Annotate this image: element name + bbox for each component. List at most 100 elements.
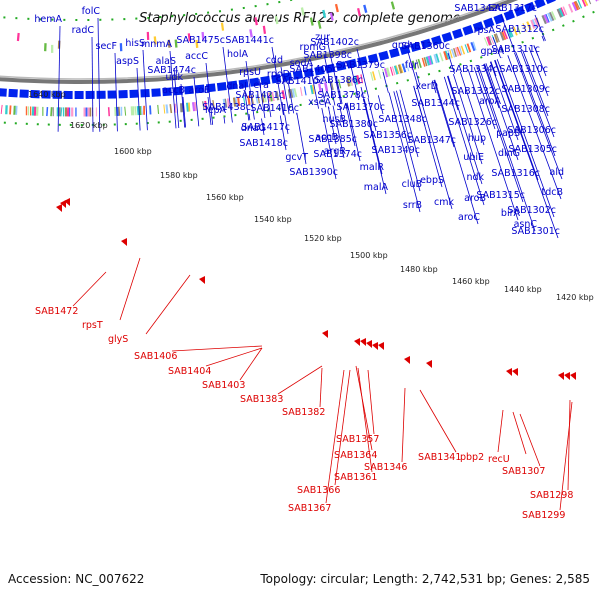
reverse-gene-label: SAB1367 bbox=[288, 503, 331, 514]
forward-gene-label: ebpS bbox=[420, 175, 444, 186]
reverse-label-leader bbox=[171, 345, 263, 352]
forward-gene-label: SAB1386c bbox=[314, 75, 363, 86]
forward-label-leader bbox=[223, 116, 226, 124]
reverse-gene-label: SAB1364 bbox=[334, 450, 377, 461]
forward-gene-label: rpoD bbox=[267, 69, 290, 80]
cog-segment bbox=[543, 14, 550, 24]
forward-gene-label: lepA bbox=[205, 105, 227, 116]
forward-label-leader bbox=[496, 59, 555, 218]
forward-label-leader bbox=[494, 60, 559, 239]
cog-segment bbox=[503, 30, 509, 40]
forward-label-leader bbox=[346, 102, 361, 162]
forward-gene-label: srrB bbox=[403, 200, 422, 211]
reverse-label-leader bbox=[119, 257, 141, 321]
forward-gene-label: SAB1360c bbox=[401, 41, 450, 52]
reverse-label-leader bbox=[239, 347, 263, 381]
cog-segment bbox=[439, 52, 444, 62]
reverse-gene-label: recU bbox=[488, 454, 510, 465]
cog-segment bbox=[533, 18, 540, 28]
forward-label-leader bbox=[514, 52, 563, 180]
reverse-feature bbox=[322, 9, 327, 19]
forward-gene-label: SAB1417c bbox=[241, 122, 290, 133]
reverse-label-leader bbox=[401, 387, 406, 463]
reverse-label-leader bbox=[277, 365, 323, 395]
forward-gene-label: SAB1311c bbox=[491, 44, 540, 55]
forward-gene-label: aroB bbox=[464, 193, 486, 204]
reverse-gene-label: SAB1383 bbox=[240, 394, 283, 405]
reverse-label-leader bbox=[325, 369, 345, 504]
forward-label-leader bbox=[388, 92, 421, 213]
cog-segment bbox=[385, 67, 391, 77]
reverse-label-leader bbox=[72, 271, 107, 307]
forward-label-leader bbox=[393, 91, 421, 192]
reverse-arrow-marker bbox=[60, 200, 66, 208]
cog-segment bbox=[583, 0, 589, 6]
cog-segment bbox=[417, 58, 422, 68]
forward-label-leader bbox=[244, 92, 250, 121]
forward-gene-label: accB bbox=[315, 132, 338, 143]
cog-segment bbox=[558, 7, 565, 17]
forward-gene-label: secF bbox=[96, 41, 117, 52]
forward-gene-label: aroC bbox=[458, 212, 480, 223]
forward-gene-label: SAB1315c bbox=[476, 190, 525, 201]
cog-segment bbox=[526, 21, 532, 31]
reverse-arrow-marker bbox=[354, 338, 360, 346]
forward-gene-label: SAB1308c bbox=[501, 104, 550, 115]
forward-label-leader bbox=[258, 78, 266, 119]
reverse-arrow-marker bbox=[56, 204, 62, 212]
forward-gene-label: SAB1418c bbox=[239, 138, 288, 149]
cds-track bbox=[0, 0, 557, 99]
cog-segment bbox=[501, 30, 507, 41]
forward-label-leader bbox=[443, 76, 485, 206]
forward-gene-label: SAB1390c bbox=[289, 167, 338, 178]
reverse-label-leader bbox=[419, 389, 457, 453]
cog-segment bbox=[493, 33, 499, 43]
map-title: Staphylococcus aureus RF122, complete ge… bbox=[139, 11, 461, 26]
forward-gene-label: SAB1344c bbox=[411, 98, 460, 109]
cog-segment bbox=[549, 11, 555, 21]
cog-segment bbox=[550, 11, 557, 21]
forward-gene-label: dnaG bbox=[241, 123, 266, 134]
reverse-gene-label: SAB1406 bbox=[134, 351, 177, 362]
forward-gene-label: gnd bbox=[392, 40, 410, 51]
forward-gene-label: accC bbox=[185, 51, 208, 62]
cog-segment bbox=[460, 45, 466, 55]
forward-gene-label: xseA bbox=[308, 97, 331, 108]
reverse-arrow-marker bbox=[506, 368, 512, 376]
forward-label-leader bbox=[169, 50, 177, 129]
reverse-arrow-marker bbox=[558, 372, 564, 380]
forward-gene-label: alaS bbox=[156, 56, 176, 67]
reverse-arrow-marker bbox=[199, 276, 205, 284]
cog-segment bbox=[547, 12, 553, 22]
reverse-gene-label: SAB1341 bbox=[418, 452, 461, 463]
forward-gene-label: SAB1334c bbox=[449, 64, 498, 75]
forward-label-leader bbox=[296, 112, 307, 165]
reverse-arrow-marker bbox=[366, 340, 372, 348]
cog-segment bbox=[541, 15, 547, 25]
forward-label-leader bbox=[266, 91, 272, 118]
reverse-gene-label: SAB1366 bbox=[297, 485, 340, 496]
forward-gene-label: SAB1402c bbox=[310, 37, 359, 48]
reverse-label-leader bbox=[512, 411, 527, 455]
forward-label-leader bbox=[447, 75, 483, 185]
forward-gene-label: fur bbox=[405, 60, 418, 71]
cog-segment bbox=[581, 0, 587, 7]
cog-segment bbox=[499, 31, 505, 41]
reverse-label-leader bbox=[559, 401, 573, 511]
forward-label-leader bbox=[478, 65, 536, 232]
forward-label-leader bbox=[279, 115, 287, 151]
ruler-label: 1600 kbp bbox=[114, 147, 152, 156]
cog-segment bbox=[556, 8, 563, 18]
cog-segment bbox=[355, 74, 361, 85]
ruler-label: 1500 kbp bbox=[350, 251, 388, 260]
cog-segment bbox=[397, 64, 403, 74]
cog-segment bbox=[411, 60, 417, 70]
forward-label-leader bbox=[97, 17, 101, 132]
forward-label-leader bbox=[280, 66, 290, 115]
forward-label-leader bbox=[413, 85, 443, 188]
forward-gene-label: SAB1301c bbox=[511, 226, 560, 237]
cog-segment bbox=[450, 48, 456, 58]
forward-label-leader bbox=[447, 75, 459, 111]
forward-label-leader bbox=[180, 83, 186, 128]
forward-gene-label: SAB1421c bbox=[235, 90, 284, 101]
